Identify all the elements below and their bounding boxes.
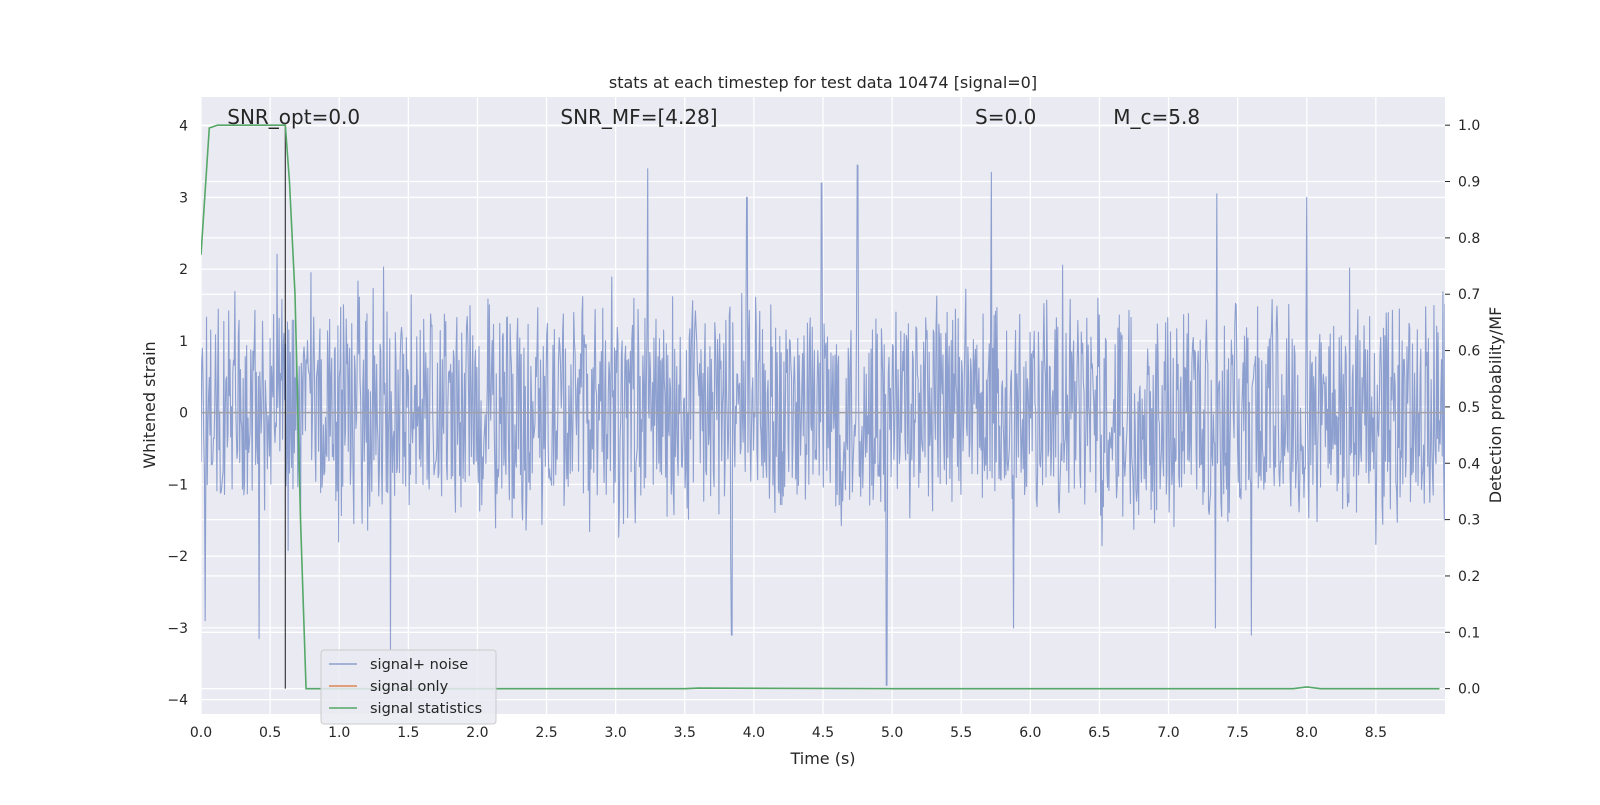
legend-label-signal-plus-noise: signal+ noise — [370, 657, 468, 673]
y2-tick-labels: 0.0 0.1 0.2 0.3 0.4 0.5 0.6 0.7 0.8 0.9 1.0 — [1445, 118, 1480, 698]
chart-title: stats at each timestep for test data 104… — [609, 73, 1037, 92]
x-tick-label: 4.5 — [812, 725, 834, 741]
x-tick-label: 0.0 — [190, 725, 212, 741]
y-tick-label: −1 — [167, 477, 188, 493]
x-tick-label: 0.5 — [259, 725, 281, 741]
y2-tick-label: 0.4 — [1458, 456, 1480, 472]
x-tick-label: 1.5 — [397, 725, 419, 741]
x-tick-label: 7.0 — [1157, 725, 1179, 741]
y-tick-label: 0 — [179, 406, 188, 422]
y2-tick-label: 0.2 — [1458, 569, 1480, 585]
y-tick-label: 4 — [179, 119, 188, 135]
x-tick-label: 6.0 — [1019, 725, 1041, 741]
y2-tick-label: 0.9 — [1458, 175, 1480, 191]
annotations: SNR_opt=0.0 SNR_MF=[4.28] S=0.0 M_c=5.8 — [227, 105, 1200, 129]
y-tick-label: −4 — [167, 693, 188, 709]
y2-tick-label: 0.7 — [1458, 287, 1480, 303]
annotation-s: S=0.0 — [975, 105, 1036, 129]
x-tick-label: 8.0 — [1296, 725, 1318, 741]
y2-tick-label: 0.6 — [1458, 344, 1480, 360]
x-tick-label: 7.5 — [1227, 725, 1249, 741]
legend-box — [320, 649, 497, 725]
y2-tick-label: 0.8 — [1458, 231, 1480, 247]
x-tick-label: 5.0 — [881, 725, 903, 741]
legend: signal+ noise signal only signal statist… — [320, 649, 497, 725]
x-tick-label: 2.0 — [466, 725, 488, 741]
y2-tick-label: 0.1 — [1458, 625, 1480, 641]
series-signal-statistics-line — [201, 124, 1440, 690]
y2-tick-label: 0.0 — [1458, 682, 1480, 698]
legend-label-signal-statistics: signal statistics — [370, 701, 482, 717]
x-tick-label: 5.5 — [950, 725, 972, 741]
legend-label-signal-only: signal only — [370, 679, 449, 695]
y-tick-labels: −4 −3 −2 −1 0 1 2 3 4 — [167, 119, 188, 709]
y2-tick-label: 1.0 — [1458, 118, 1480, 134]
y2-axis-label: Detection probability/MF — [1486, 307, 1505, 504]
annotation-snr-opt: SNR_opt=0.0 — [227, 105, 360, 129]
y2-tick-label: 0.3 — [1458, 513, 1480, 529]
x-tick-labels: 0.0 0.5 1.0 1.5 2.0 2.5 3.0 3.5 4.0 4.5 5.0 5.5 6.0 6… — [190, 725, 1387, 741]
x-axis-label: Time (s) — [789, 749, 855, 768]
x-tick-label: 3.5 — [674, 725, 696, 741]
x-tick-label: 6.5 — [1088, 725, 1110, 741]
x-tick-label: 3.0 — [605, 725, 627, 741]
series-signal-plus-noise-line — [201, 164, 1445, 686]
annotation-snr-mf: SNR_MF=[4.28] — [560, 105, 717, 129]
y-tick-label: 3 — [179, 190, 188, 206]
y-tick-label: 1 — [179, 334, 188, 350]
x-tick-label: 8.5 — [1365, 725, 1387, 741]
y-tick-label: 2 — [179, 262, 188, 278]
x-tick-label: 2.5 — [535, 725, 557, 741]
y2-tick-label: 0.5 — [1458, 400, 1480, 416]
x-tick-label: 4.0 — [743, 725, 765, 741]
y-tick-label: −2 — [167, 549, 188, 565]
annotation-mc: M_c=5.8 — [1113, 105, 1200, 129]
x-tick-label: 1.0 — [328, 725, 350, 741]
y-tick-label: −3 — [167, 621, 188, 637]
y-axis-label: Whitened strain — [140, 341, 159, 468]
